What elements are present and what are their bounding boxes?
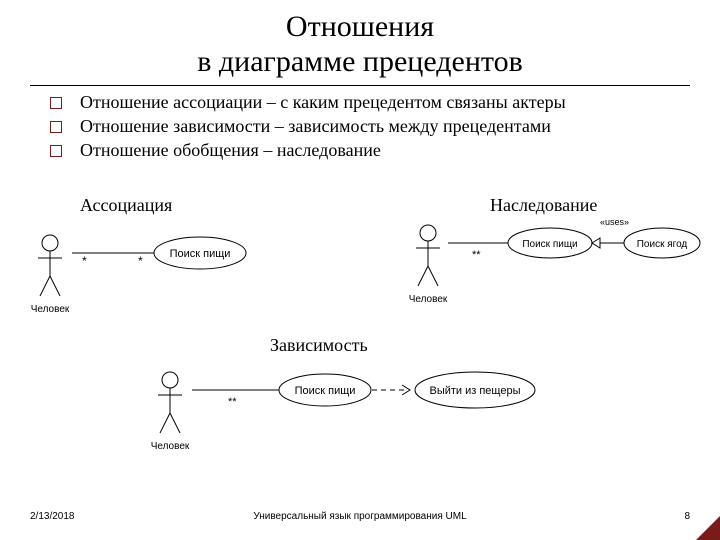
actor-label: Человек [31, 304, 70, 315]
title-line-2: в диаграмме прецедентов [197, 45, 523, 78]
bullet-text: Отношение зависимости – зависимость межд… [80, 116, 551, 136]
label-association: Ассоциация [80, 195, 172, 216]
label-dependency: Зависимость [270, 335, 368, 356]
usecase-label: Поиск пищи [170, 248, 231, 260]
multiplicity: ** [472, 249, 481, 261]
usecase-label: Поиск ягод [637, 239, 688, 250]
bullet-item: Отношение зависимости – зависимость межд… [60, 116, 680, 137]
actor-label: Человек [409, 294, 448, 305]
title-line-1: Отношения [286, 10, 434, 43]
actor-icon [416, 225, 440, 286]
usecase-label: Поиск пищи [295, 385, 356, 397]
diagram-inheritance: Человек ** Поиск пищи Поиск ягод «uses» [400, 208, 710, 328]
stereotype-label: «uses» [600, 217, 629, 227]
generalization-arrowhead [592, 238, 600, 248]
actor-icon [38, 235, 62, 296]
diagram-association: Человек * * Поиск пищи [20, 218, 280, 338]
multiplicity-left: * [82, 254, 87, 268]
bullet-item: Отношение ассоциации – с каким прецедент… [60, 92, 680, 113]
bullet-item: Отношение обобщения – наследование [60, 140, 680, 161]
multiplicity-right: * [138, 254, 143, 268]
actor-icon [158, 372, 182, 433]
bullet-text: Отношение обобщения – наследование [80, 140, 381, 160]
corner-decoration [696, 516, 720, 540]
title-underline [30, 85, 690, 86]
footer-page-number: 8 [684, 511, 690, 522]
slide-title: Отношения в диаграмме прецедентов [0, 0, 720, 79]
usecase-label: Поиск пищи [522, 239, 577, 250]
diagram-dependency: Человек ** Поиск пищи Выйти из пещеры [140, 355, 560, 485]
bullet-text: Отношение ассоциации – с каким прецедент… [80, 92, 566, 112]
usecase-label: Выйти из пещеры [429, 385, 520, 397]
bullet-list: Отношение ассоциации – с каким прецедент… [60, 92, 680, 161]
footer-caption: Универсальный язык программирования UML [0, 511, 720, 522]
multiplicity: ** [228, 396, 237, 408]
actor-label: Человек [151, 441, 190, 452]
